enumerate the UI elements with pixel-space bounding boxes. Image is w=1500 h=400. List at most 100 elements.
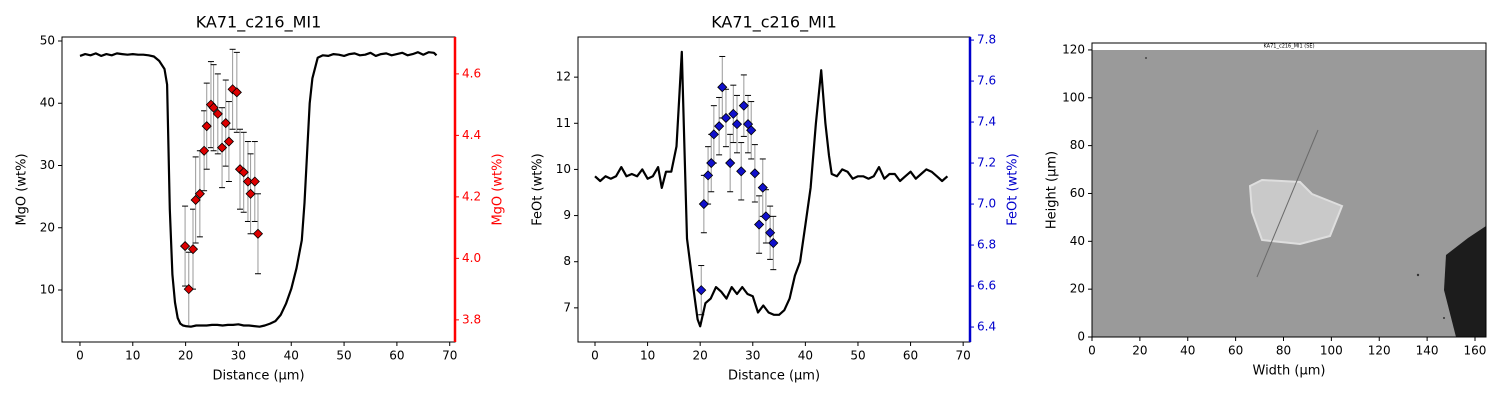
x-tick-label: 40 bbox=[284, 349, 299, 363]
data-point bbox=[728, 108, 739, 119]
data-point bbox=[212, 108, 223, 119]
sem-image: KA71_c216_MI1 (SE) bbox=[1092, 43, 1486, 337]
speck bbox=[1416, 273, 1420, 277]
y-tick-label: 8 bbox=[563, 254, 571, 268]
x-tick-label: 0 bbox=[1088, 344, 1096, 358]
data-point bbox=[720, 112, 732, 124]
y-tick-label: 20 bbox=[40, 220, 55, 234]
y-tick-label: 50 bbox=[40, 33, 55, 47]
data-point bbox=[760, 211, 771, 222]
y-axis-label: Height (µm) bbox=[1045, 151, 1060, 229]
y2-axis-label: MgO (wt%) bbox=[491, 153, 506, 225]
y2-tick-label: 4.0 bbox=[462, 251, 481, 265]
data-point bbox=[698, 198, 709, 210]
y-tick-label: 60 bbox=[1070, 186, 1085, 200]
y-axis-label: MgO (wt%) bbox=[15, 153, 30, 225]
x-tick-label: 80 bbox=[1276, 344, 1291, 358]
chart-title: KA71_c216_MI1 bbox=[711, 13, 837, 33]
x-tick-label: 40 bbox=[798, 349, 813, 363]
data-point bbox=[238, 167, 249, 178]
data-point bbox=[223, 136, 234, 147]
x-tick-label: 70 bbox=[442, 349, 457, 363]
x-tick-label: 0 bbox=[76, 349, 84, 363]
data-point bbox=[194, 188, 205, 199]
x-tick-label: 50 bbox=[850, 349, 865, 363]
data-point bbox=[708, 129, 719, 140]
x-axis-label: Distance (µm) bbox=[212, 369, 304, 384]
x-tick-label: 70 bbox=[956, 349, 971, 363]
y2-tick-label: 7.4 bbox=[977, 115, 996, 129]
speck bbox=[1443, 317, 1445, 319]
x-tick-label: 60 bbox=[389, 349, 404, 363]
x-tick-label: 20 bbox=[693, 349, 708, 363]
y2-tick-label: 6.6 bbox=[977, 279, 996, 293]
data-point bbox=[183, 284, 194, 295]
plot-frame bbox=[577, 36, 971, 343]
profile-line bbox=[79, 51, 438, 328]
x-tick-label: 10 bbox=[640, 349, 655, 363]
x-tick-label: 50 bbox=[336, 349, 351, 363]
data-point bbox=[706, 157, 717, 169]
chart-title: KA71_c216_MI1 bbox=[196, 13, 322, 33]
y-tick-label: 20 bbox=[1070, 282, 1085, 296]
y2-tick-label: 4.2 bbox=[462, 189, 481, 203]
data-point bbox=[252, 228, 264, 239]
y-tick-label: 100 bbox=[1062, 90, 1085, 104]
y2-tick-label: 6.4 bbox=[977, 320, 996, 334]
y-tick-label: 11 bbox=[556, 116, 571, 130]
data-point bbox=[731, 119, 743, 130]
y-tick-label: 10 bbox=[556, 162, 571, 176]
y2-tick-label: 7.2 bbox=[977, 156, 996, 170]
profile-line bbox=[1256, 129, 1319, 278]
data-point bbox=[249, 176, 260, 187]
profile-line bbox=[594, 50, 949, 328]
data-point bbox=[757, 182, 768, 193]
y-tick-label: 80 bbox=[1070, 138, 1085, 152]
data-point bbox=[180, 241, 191, 252]
y-tick-label: 40 bbox=[1070, 234, 1085, 248]
image-caption: KA71_c216_MI1 (SE) bbox=[1263, 44, 1314, 50]
data-point bbox=[738, 100, 749, 111]
x-tick-label: 20 bbox=[1132, 344, 1147, 358]
data-point bbox=[703, 170, 714, 181]
data-point bbox=[765, 227, 776, 238]
data-point bbox=[717, 82, 728, 93]
x-tick-label: 60 bbox=[1228, 344, 1243, 358]
x-tick-label: 0 bbox=[591, 349, 599, 363]
y-tick-label: 7 bbox=[563, 300, 571, 314]
y-tick-label: 30 bbox=[40, 158, 55, 172]
x-axis-label: Width (µm) bbox=[1253, 364, 1326, 379]
inclusion bbox=[1248, 178, 1344, 246]
data-point bbox=[696, 285, 707, 296]
plot-frame bbox=[1091, 42, 1487, 338]
data-point bbox=[190, 194, 201, 206]
x-tick-label: 140 bbox=[1416, 344, 1439, 358]
y-axis-label: FeOt (wt%) bbox=[531, 153, 546, 225]
x-tick-label: 120 bbox=[1368, 344, 1391, 358]
y2-axis-label: FeOt (wt%) bbox=[1006, 153, 1021, 225]
data-point bbox=[768, 237, 779, 249]
x-tick-label: 100 bbox=[1320, 344, 1343, 358]
speck bbox=[1145, 57, 1147, 59]
data-point bbox=[201, 121, 212, 132]
y2-tick-label: 7.6 bbox=[977, 74, 996, 88]
y2-tick-label: 4.6 bbox=[462, 66, 481, 80]
y2-tick-label: 7.8 bbox=[977, 33, 996, 47]
x-tick-label: 30 bbox=[231, 349, 246, 363]
y-tick-label: 9 bbox=[563, 208, 571, 222]
y-tick-label: 12 bbox=[556, 70, 571, 84]
y-tick-label: 40 bbox=[40, 96, 55, 110]
x-tick-label: 160 bbox=[1464, 344, 1487, 358]
data-point bbox=[231, 87, 242, 98]
x-axis-label: Distance (µm) bbox=[728, 369, 820, 384]
x-tick-label: 10 bbox=[125, 349, 140, 363]
x-tick-label: 60 bbox=[903, 349, 918, 363]
data-point bbox=[208, 102, 219, 113]
data-point bbox=[746, 125, 757, 136]
x-tick-label: 20 bbox=[178, 349, 193, 363]
y-tick-label: 120 bbox=[1062, 42, 1085, 56]
plot-frame bbox=[61, 36, 456, 343]
data-point bbox=[216, 142, 228, 153]
